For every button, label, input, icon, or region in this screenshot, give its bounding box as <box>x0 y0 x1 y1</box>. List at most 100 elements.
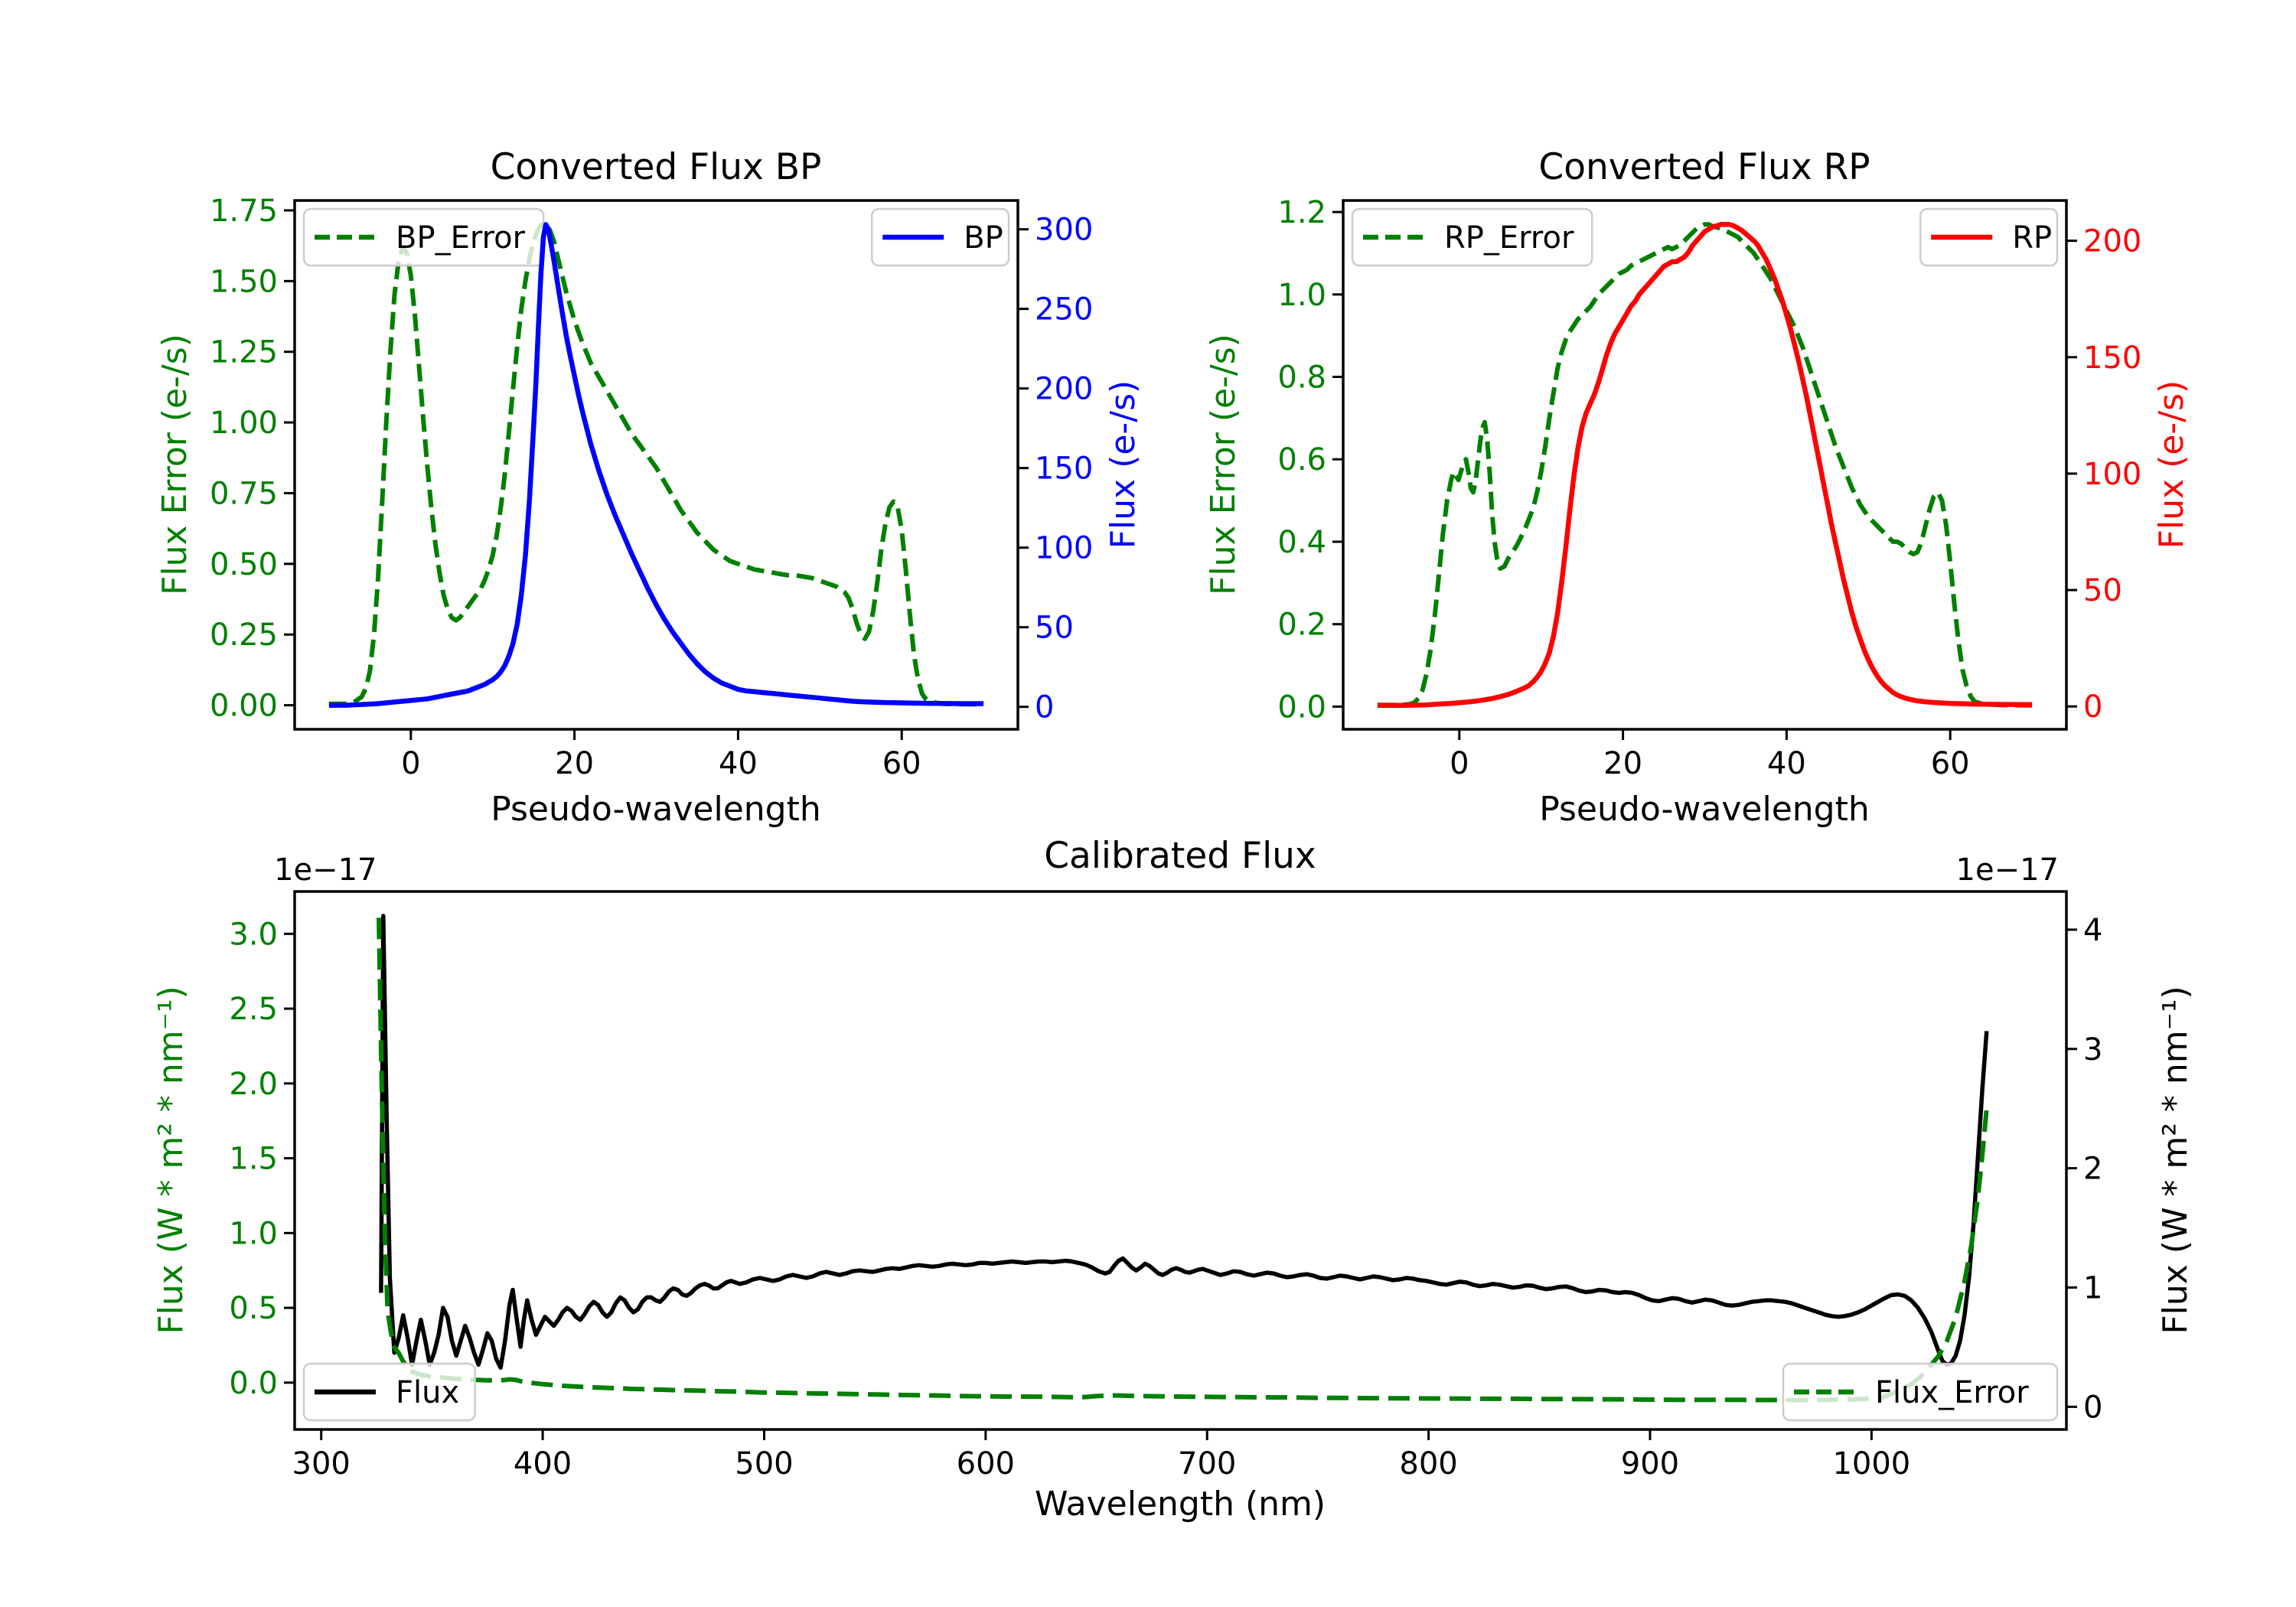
rp-yaxis-left-label: Flux Error (e-/s) <box>1204 334 1243 595</box>
svg-text:150: 150 <box>1035 451 1093 487</box>
svg-text:40: 40 <box>719 746 758 781</box>
svg-text:40: 40 <box>1767 746 1806 781</box>
legend-label: RP_Error <box>1444 220 1574 256</box>
svg-text:700: 700 <box>1178 1446 1236 1482</box>
svg-text:0.4: 0.4 <box>1277 525 1326 560</box>
svg-text:0: 0 <box>2083 689 2102 725</box>
svg-text:600: 600 <box>957 1446 1015 1482</box>
svg-text:200: 200 <box>1035 372 1093 407</box>
calibrated-right-offset-text: 1e−17 <box>1956 852 2059 888</box>
svg-text:0.25: 0.25 <box>210 618 278 653</box>
svg-text:50: 50 <box>1035 611 1074 646</box>
svg-text:400: 400 <box>514 1446 572 1482</box>
series-flux <box>379 914 1989 1371</box>
legend-label: Flux_Error <box>1875 1375 2029 1410</box>
bp-yaxis-left-label: Flux Error (e-/s) <box>155 334 194 595</box>
axes-spines <box>293 890 2068 1431</box>
svg-text:2.0: 2.0 <box>229 1067 278 1102</box>
svg-text:300: 300 <box>292 1446 351 1482</box>
calibrated-yaxis-right-label: Flux (W * m² * nm⁻¹) <box>2156 986 2195 1334</box>
svg-text:50: 50 <box>2083 573 2122 608</box>
svg-text:0.2: 0.2 <box>1277 608 1326 643</box>
x-ticks: 0 20 40 60 <box>401 729 921 781</box>
svg-text:100: 100 <box>2083 457 2141 492</box>
legend-label: BP <box>964 220 1003 256</box>
svg-text:0.50: 0.50 <box>210 547 278 582</box>
axes-spines <box>293 199 1019 731</box>
svg-text:1.50: 1.50 <box>210 264 278 299</box>
legend-rp: RP <box>1919 207 2059 267</box>
svg-text:1: 1 <box>2083 1271 2102 1306</box>
legend-bp_error: BP_Error <box>302 207 545 267</box>
svg-text:1.75: 1.75 <box>210 194 278 229</box>
legend-box <box>302 1362 476 1422</box>
svg-text:150: 150 <box>2083 341 2141 376</box>
svg-text:0: 0 <box>1450 746 1469 781</box>
svg-text:1.0: 1.0 <box>1277 278 1326 313</box>
svg-text:0.00: 0.00 <box>210 689 278 724</box>
svg-text:2.5: 2.5 <box>229 992 278 1027</box>
axes-spines <box>1342 199 2068 731</box>
legend-label: RP <box>2012 220 2052 256</box>
y-ticks-right: 0 1 2 3 4 <box>2066 913 2102 1425</box>
svg-text:0.5: 0.5 <box>229 1291 278 1326</box>
svg-text:1.0: 1.0 <box>229 1216 278 1251</box>
chart-calibrated: 300 400 500 600 700 800 900 1000 0.0 0.5 1.0 1.5 2.0… <box>229 890 2102 1482</box>
legend-box <box>1782 1362 2059 1422</box>
svg-text:250: 250 <box>1035 292 1093 328</box>
svg-text:0: 0 <box>2083 1390 2102 1425</box>
svg-text:800: 800 <box>1399 1446 1457 1482</box>
y-ticks-left: 0.0 0.5 1.0 1.5 2.0 2.5 3.0 <box>229 917 295 1401</box>
chart-bp: BP_Error 0 20 40 60 0.00 0.25 0.50 0.75 1.00 1.25 1… <box>210 194 1093 781</box>
svg-text:0.6: 0.6 <box>1277 442 1326 478</box>
svg-text:200: 200 <box>2083 224 2141 259</box>
svg-text:60: 60 <box>1931 746 1970 781</box>
calibrated-xaxis-label: Wavelength (nm) <box>1035 1485 1326 1524</box>
svg-text:0.75: 0.75 <box>210 476 278 511</box>
y-ticks-left: 0.0 0.2 0.4 0.6 0.8 1.0 1.2 <box>1277 195 1343 725</box>
svg-text:300: 300 <box>1035 213 1093 248</box>
series-bp_error <box>328 222 984 707</box>
svg-text:0.8: 0.8 <box>1277 360 1326 396</box>
svg-text:500: 500 <box>735 1446 793 1482</box>
svg-text:20: 20 <box>555 746 594 781</box>
legend-rp_error: RP_Error <box>1351 207 1593 267</box>
chart-rp: RP_Error 0 20 40 60 0.0 0.2 0.4 0.6 0.8 1.0 1.2 0 50 1… <box>1277 195 2141 781</box>
series-flux_error <box>377 918 1989 1403</box>
svg-text:1.25: 1.25 <box>210 335 278 370</box>
svg-text:0: 0 <box>401 746 420 781</box>
svg-text:2: 2 <box>2083 1152 2102 1187</box>
legend-label: Flux <box>396 1375 459 1410</box>
rp-xaxis-label: Pseudo-wavelength <box>1539 790 1870 829</box>
bp-xaxis-label: Pseudo-wavelength <box>491 790 821 829</box>
legend-flux: Flux <box>302 1362 476 1422</box>
y-ticks-left: 0.00 0.25 0.50 0.75 1.00 1.25 1.50 1.75 <box>210 194 295 724</box>
svg-text:20: 20 <box>1603 746 1642 781</box>
calibrated-yaxis-left-label: Flux (W * m² * nm⁻¹) <box>152 986 191 1334</box>
rp-yaxis-right-label: Flux (e-/s) <box>2152 380 2191 549</box>
bp-yaxis-right-label: Flux (e-/s) <box>1104 380 1143 549</box>
series-rp <box>1377 222 2033 708</box>
calibrated-title: Calibrated Flux <box>1044 835 1316 877</box>
bp-title: Converted Flux BP <box>491 146 822 188</box>
x-ticks: 300 400 500 600 700 800 900 1000 <box>292 1429 1910 1482</box>
svg-text:900: 900 <box>1621 1446 1679 1482</box>
legend-bp: BP <box>870 207 1010 267</box>
svg-text:100: 100 <box>1035 531 1093 566</box>
svg-text:1.5: 1.5 <box>229 1142 278 1177</box>
y-ticks-right: 0 50 100 150 200 250 300 <box>1018 213 1093 725</box>
series-rp_error <box>1377 222 2033 708</box>
svg-text:0.0: 0.0 <box>229 1366 278 1401</box>
svg-text:4: 4 <box>2083 913 2102 948</box>
legend-flux_error: Flux_Error <box>1782 1362 2059 1422</box>
y-ticks-right: 0 50 100 150 200 <box>2066 224 2141 725</box>
svg-text:0: 0 <box>1035 690 1054 725</box>
svg-text:1.2: 1.2 <box>1277 195 1326 230</box>
svg-text:3.0: 3.0 <box>229 917 278 952</box>
series-bp <box>328 222 984 708</box>
svg-text:3: 3 <box>2083 1032 2102 1068</box>
svg-text:60: 60 <box>882 746 921 781</box>
legend-box <box>1351 207 1593 267</box>
